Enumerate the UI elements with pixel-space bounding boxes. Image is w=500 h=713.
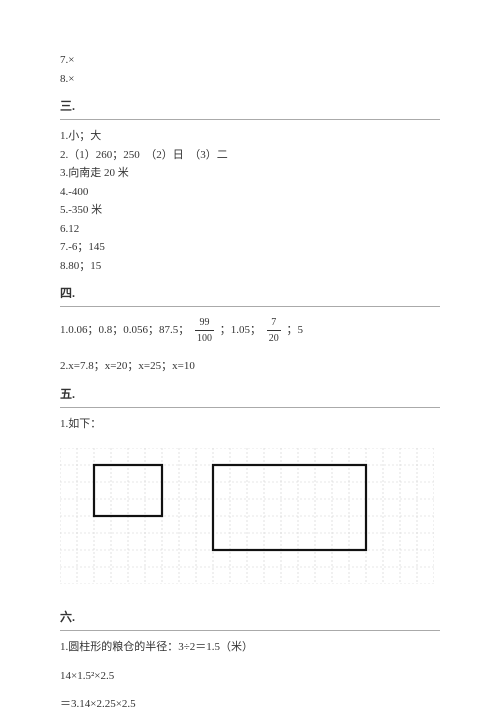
frac1-den: 100: [195, 331, 214, 346]
s4-row1: 1.0.06；0.8；0.056；87.5； 99 100 ；1.05； 7 2…: [60, 315, 440, 346]
section-3-head: 三.: [60, 97, 440, 120]
s4-row1-b: ；1.05；: [220, 324, 261, 336]
s6-line1: 1.圆柱形的粮仓的半径：3÷2＝1.5（米）: [60, 639, 440, 656]
s4-row1-a: 1.0.06；0.8；0.056；87.5；: [60, 324, 189, 336]
s3-item-4: 4.-400: [60, 184, 440, 201]
fraction-99-100: 99 100: [195, 315, 214, 346]
preline-7: 7.×: [60, 52, 440, 69]
section-6-head: 六.: [60, 608, 440, 631]
s3-item-2: 2.（1）260；250 （2）日 （3）二: [60, 147, 440, 164]
s6-line3: ＝3.14×2.25×2.5: [60, 696, 440, 713]
preline-8: 8.×: [60, 71, 440, 88]
s3-item-7: 7.-6；145: [60, 239, 440, 256]
s6-line2: 14×1.5²×2.5: [60, 668, 440, 685]
s3-item-6: 6.12: [60, 221, 440, 238]
fraction-7-20: 7 20: [267, 315, 281, 346]
s5-label: 1.如下：: [60, 416, 440, 433]
frac2-num: 7: [267, 315, 281, 331]
s3-item-3: 3.向南走 20 米: [60, 165, 440, 182]
section-5-head: 五.: [60, 385, 440, 408]
s4-row1-c: ；5: [287, 324, 304, 336]
s3-item-8: 8.80；15: [60, 258, 440, 275]
frac1-num: 99: [195, 315, 214, 331]
grid-figure: [60, 448, 434, 584]
s3-item-1: 1.小；大: [60, 128, 440, 145]
section-4-head: 四.: [60, 284, 440, 307]
frac2-den: 20: [267, 331, 281, 346]
s3-item-5: 5.-350 米: [60, 202, 440, 219]
s4-row2: 2.x=7.8；x=20；x=25；x=10: [60, 358, 440, 375]
